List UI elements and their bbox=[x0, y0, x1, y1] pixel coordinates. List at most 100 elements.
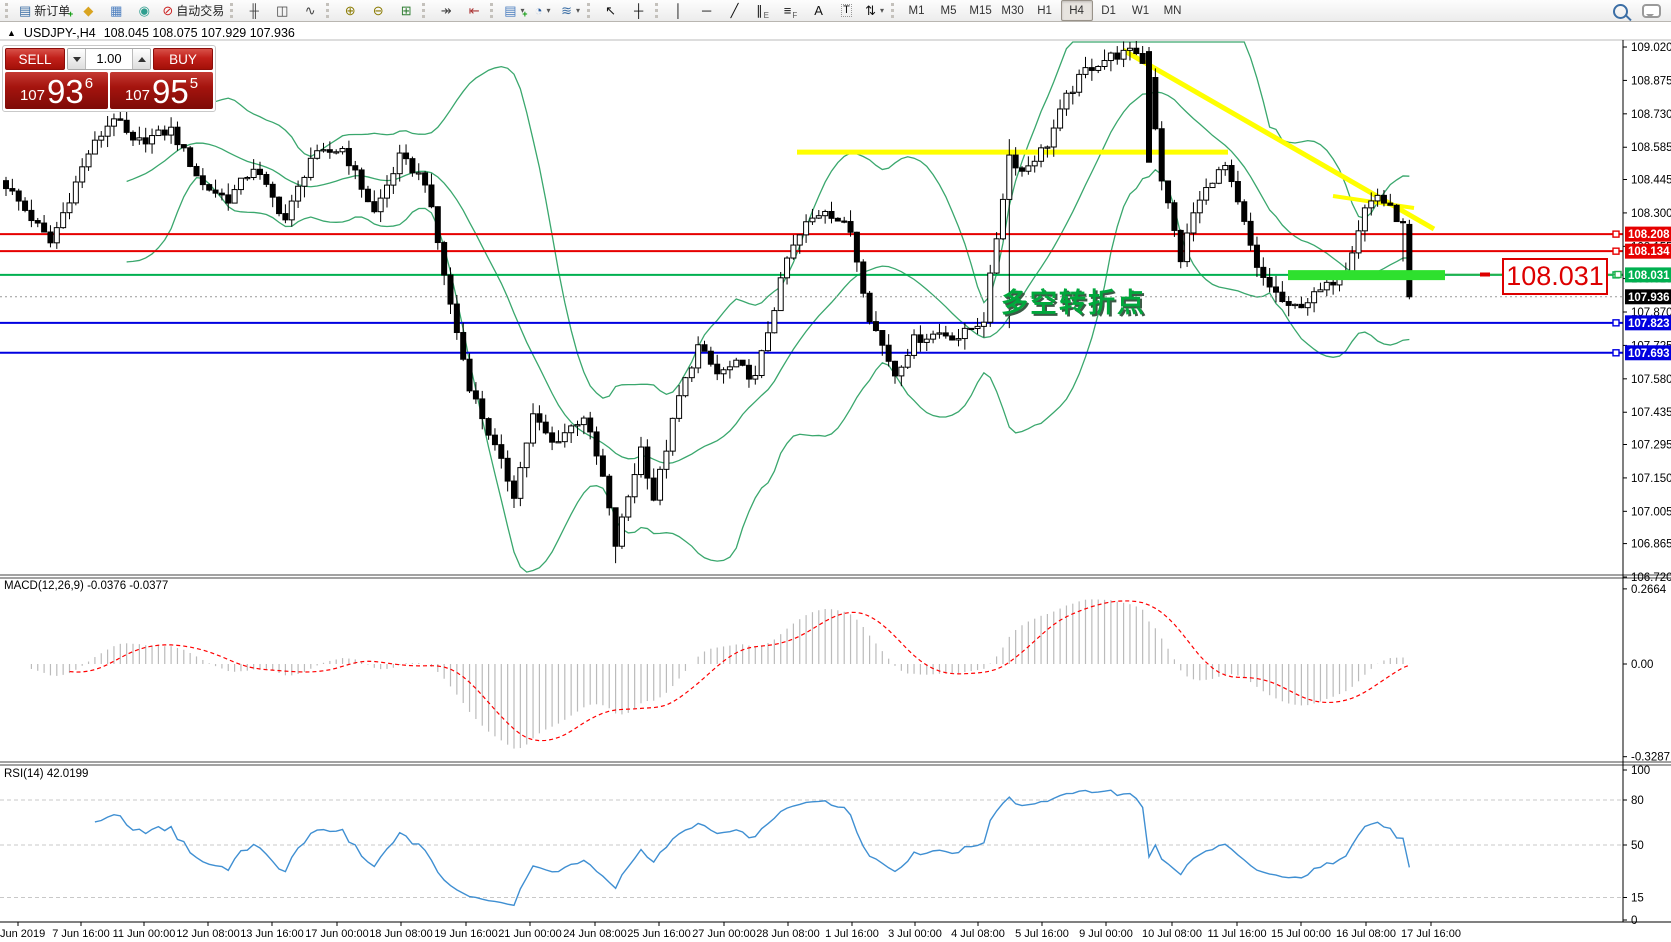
dropdown-arrow-icon: ▾ bbox=[879, 6, 884, 15]
timeframe-d1-button[interactable]: D1 bbox=[1101, 4, 1116, 17]
svg-text:0.2664: 0.2664 bbox=[1631, 584, 1667, 596]
vertical-line-button[interactable]: │ bbox=[665, 0, 693, 21]
autotrading-button-label: 自动交易 bbox=[176, 4, 225, 18]
new-chart-button[interactable]: ▤ + ▾ bbox=[500, 0, 528, 21]
svg-text:10 Jul 08:00: 10 Jul 08:00 bbox=[1142, 928, 1202, 940]
buy-price-point: 5 bbox=[189, 75, 199, 92]
svg-text:1 Jul 16:00: 1 Jul 16:00 bbox=[825, 928, 879, 940]
triangle-down-icon bbox=[72, 56, 81, 66]
timeframe-m15-button[interactable]: M15 bbox=[969, 4, 992, 17]
profiles-icon: ◔ bbox=[534, 3, 543, 18]
svg-text:108.875: 108.875 bbox=[1631, 75, 1671, 87]
tool-letter-label: E bbox=[763, 11, 769, 20]
svg-text:107.936: 107.936 bbox=[1628, 292, 1670, 304]
horizontal-line-icon: ─ bbox=[701, 3, 712, 18]
candlesticks bbox=[3, 41, 1413, 564]
autotrading-button[interactable]: ⊘ 自动交易 bbox=[158, 0, 228, 21]
annotation-pivot-text[interactable]: 多空转折点 bbox=[1001, 288, 1146, 318]
vertical-line-icon: │ bbox=[674, 3, 683, 18]
autotrading-icon: ⊘ bbox=[162, 3, 174, 18]
chart-shift-button[interactable]: ⇤ bbox=[460, 0, 488, 21]
price-axis[interactable]: 109.020 108.875 108.730 108.585 108.445 108.3… bbox=[1623, 42, 1671, 927]
metaquotes-icon: ◆ bbox=[83, 3, 94, 18]
sell-price-point: 6 bbox=[84, 75, 94, 92]
triangle-up-icon bbox=[137, 53, 146, 62]
text-label-button[interactable]: T bbox=[833, 0, 861, 21]
arrows-button[interactable]: ⇅ ▾ bbox=[861, 0, 889, 21]
level-line-anchor[interactable] bbox=[1612, 247, 1620, 255]
text-button[interactable]: A bbox=[805, 0, 833, 21]
macd-pane bbox=[30, 599, 1410, 749]
auto-scroll-button[interactable]: ↠ bbox=[432, 0, 460, 21]
price-callout-box[interactable]: 108.031 bbox=[1502, 258, 1608, 295]
timeframe-h1-button[interactable]: H1 bbox=[1037, 4, 1052, 17]
cursor-button[interactable]: ↖ bbox=[597, 0, 625, 21]
zoom-in-button[interactable]: ⊕ bbox=[336, 0, 364, 21]
volume-input[interactable]: 1.00 bbox=[96, 51, 122, 66]
svg-text:15 Jul 00:00: 15 Jul 00:00 bbox=[1271, 928, 1331, 940]
sell-price-display[interactable]: 107 93 6 bbox=[5, 72, 108, 109]
fibonacci-icon: ≡ bbox=[783, 3, 792, 18]
volume-stepper: 1.00 bbox=[67, 48, 151, 70]
svg-text:18 Jun 08:00: 18 Jun 08:00 bbox=[369, 928, 433, 940]
svg-text:107.435: 107.435 bbox=[1631, 407, 1671, 419]
crosshair-icon: ┼ bbox=[633, 3, 644, 18]
tool-letter-label: F bbox=[792, 11, 798, 20]
level-line-anchor[interactable] bbox=[1612, 230, 1620, 238]
svg-text:28 Jun 08:00: 28 Jun 08:00 bbox=[756, 928, 820, 940]
svg-text:5 Jul 16:00: 5 Jul 16:00 bbox=[1015, 928, 1069, 940]
new-order-button[interactable]: ▤ + 新订单 bbox=[15, 0, 74, 21]
timeframe-m30-button[interactable]: M30 bbox=[1001, 4, 1024, 17]
indicators-button[interactable]: ≋ ▾ bbox=[557, 0, 585, 21]
svg-text:107.823: 107.823 bbox=[1628, 318, 1670, 330]
volume-decrease-button[interactable] bbox=[68, 49, 86, 69]
timeframe-mn-button[interactable]: MN bbox=[1163, 4, 1182, 17]
timeframe-w1-button[interactable]: W1 bbox=[1131, 4, 1150, 17]
buy-price-display[interactable]: 107 95 5 bbox=[110, 72, 213, 109]
sell-price-handle: 107 bbox=[19, 87, 45, 104]
chart-ohlc-quotes: 108.045 108.075 107.929 107.936 bbox=[103, 26, 295, 40]
level-line-anchor[interactable] bbox=[1612, 349, 1620, 357]
svg-text:11 Jun 00:00: 11 Jun 00:00 bbox=[113, 928, 176, 940]
tile-windows-button[interactable]: ⊞ bbox=[392, 0, 420, 21]
signals-icon: ◉ bbox=[138, 3, 150, 18]
callout-red-tick bbox=[1480, 272, 1490, 277]
svg-text:80: 80 bbox=[1631, 795, 1644, 807]
macd-signal-line bbox=[69, 600, 1410, 742]
svg-text:107.693: 107.693 bbox=[1628, 348, 1670, 360]
timeframe-h4-button[interactable]: H4 bbox=[1060, 0, 1093, 21]
svg-text:108.031: 108.031 bbox=[1628, 270, 1670, 282]
search-icon[interactable] bbox=[1613, 3, 1628, 19]
toolbar-group-handle bbox=[490, 3, 496, 18]
trendline-button[interactable]: ╱ bbox=[721, 0, 749, 21]
volume-increase-button[interactable] bbox=[132, 49, 150, 69]
bollinger-bands bbox=[126, 41, 1410, 573]
metaquotes-button[interactable]: ◆ bbox=[74, 0, 102, 21]
equidistant-channel-button[interactable]: ∥ E bbox=[749, 0, 777, 21]
svg-text:108.445: 108.445 bbox=[1631, 175, 1671, 187]
chat-icon[interactable] bbox=[1642, 4, 1661, 18]
buy-button[interactable]: BUY bbox=[153, 48, 213, 70]
terminal-button[interactable]: ▦ bbox=[102, 0, 130, 21]
trendline-icon: ╱ bbox=[730, 3, 739, 18]
fibonacci-button[interactable]: ≡ F bbox=[777, 0, 805, 21]
candlestick-chart-button[interactable]: ◫ bbox=[268, 0, 296, 21]
horizontal-line-button[interactable]: ─ bbox=[693, 0, 721, 21]
macd-indicator-label: MACD(12,26,9) -0.0376 -0.0377 bbox=[4, 580, 169, 592]
profiles-button[interactable]: ◔ ▾ bbox=[529, 0, 557, 21]
zoom-out-button[interactable]: ⊖ bbox=[364, 0, 392, 21]
line-chart-button[interactable]: ∿ bbox=[296, 0, 324, 21]
signals-button[interactable]: ◉ bbox=[130, 0, 158, 21]
horizontal-level-lines bbox=[0, 230, 1623, 357]
toolbar-group-handle bbox=[890, 3, 897, 18]
timeframe-m1-button[interactable]: M1 bbox=[908, 4, 925, 17]
arrows-icon: ⇅ bbox=[865, 3, 876, 18]
timeframe-m5-button[interactable]: M5 bbox=[940, 4, 957, 17]
level-line-anchor[interactable] bbox=[1612, 319, 1620, 327]
bar-chart-button[interactable]: ╫ bbox=[240, 0, 268, 21]
sell-button[interactable]: SELL bbox=[5, 48, 65, 70]
crosshair-button[interactable]: ┼ bbox=[625, 0, 653, 21]
cursor-icon: ↖ bbox=[605, 3, 616, 18]
collapse-window-icon[interactable]: ▲ bbox=[7, 28, 16, 38]
